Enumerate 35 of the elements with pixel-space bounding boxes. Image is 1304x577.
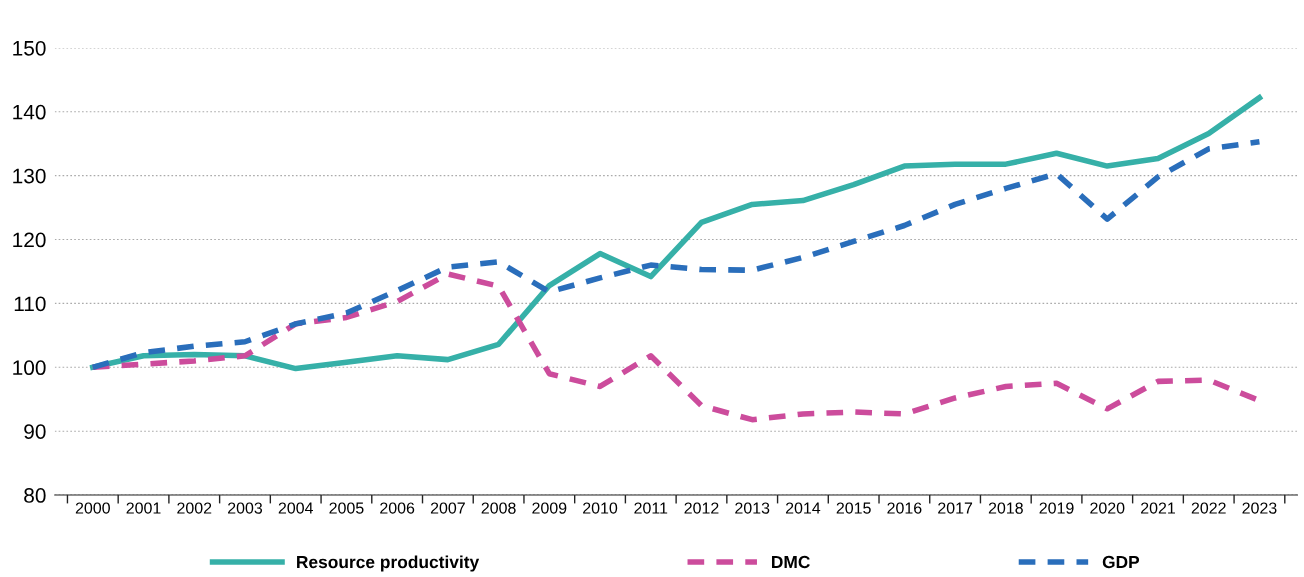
x-tick-label: 2017 xyxy=(938,502,973,514)
x-tick-label: 2002 xyxy=(177,502,212,514)
y-tick-label: 80 xyxy=(24,488,46,503)
x-tick-label: 2018 xyxy=(988,502,1023,514)
x-tick-label: 2023 xyxy=(1242,502,1277,514)
x-tick-label: 2021 xyxy=(1141,502,1175,514)
x-tick-label: 2016 xyxy=(887,502,922,514)
x-tick-label: 2011 xyxy=(634,502,668,514)
x-tick-label: 2004 xyxy=(278,502,313,514)
y-tick-label: 140 xyxy=(13,104,46,120)
y-tick-label: 120 xyxy=(13,232,46,248)
x-tick-label: 2014 xyxy=(785,502,821,514)
x-tick-label: 2005 xyxy=(329,502,364,514)
x-tick-label: 2022 xyxy=(1191,502,1226,514)
x-tick-label: 2009 xyxy=(532,502,567,514)
x-tick-label: 2008 xyxy=(481,502,516,514)
y-tick-label: 90 xyxy=(24,424,46,439)
legend-label: DMC xyxy=(772,555,810,569)
legend-label: Resource productivity xyxy=(297,555,480,572)
x-tick-label: 2012 xyxy=(684,502,719,514)
y-tick-label: 110 xyxy=(14,296,46,312)
x-tick-label: 2000 xyxy=(75,502,110,514)
legend-label: GDP xyxy=(1102,555,1140,569)
x-tick-label: 2006 xyxy=(380,502,415,514)
x-tick-label: 2010 xyxy=(583,502,618,514)
y-tick-label: 150 xyxy=(13,40,46,56)
x-tick-label: 2007 xyxy=(430,502,465,514)
x-tick-label: 2015 xyxy=(836,502,871,514)
x-tick-label: 2019 xyxy=(1039,502,1074,514)
x-tick-label: 2003 xyxy=(228,502,263,514)
x-tick-label: 2001 xyxy=(126,502,161,514)
x-tick-label: 2013 xyxy=(735,502,770,514)
y-tick-label: 100 xyxy=(13,360,46,376)
y-tick-label: 130 xyxy=(13,168,46,184)
x-tick-label: 2020 xyxy=(1090,502,1125,514)
